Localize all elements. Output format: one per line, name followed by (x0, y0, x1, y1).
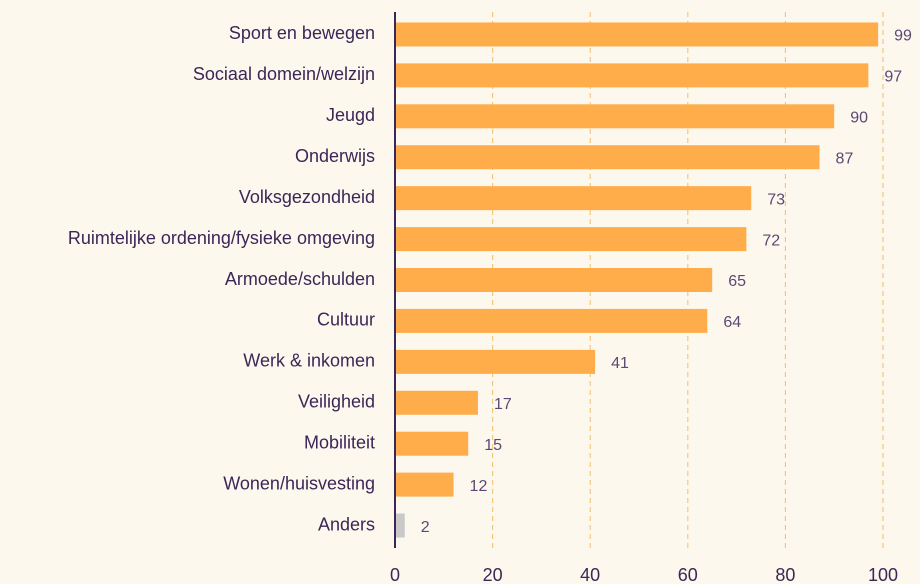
value-label: 99 (894, 28, 912, 45)
bar (395, 390, 478, 415)
y-tick-label: Veiligheid (298, 392, 375, 412)
value-label: 15 (484, 437, 502, 454)
bar (395, 63, 869, 88)
bar (395, 513, 405, 538)
bar (395, 268, 713, 292)
x-tick-label: 80 (775, 565, 795, 584)
bar (395, 186, 752, 211)
y-tick-label: Sport en bewegen (229, 23, 375, 43)
value-label: 64 (723, 314, 741, 331)
bar (395, 431, 469, 456)
value-label: 41 (611, 355, 629, 372)
y-tick-label: Armoede/schulden (225, 269, 375, 289)
x-tick-label: 20 (483, 565, 503, 584)
bar (395, 308, 708, 333)
y-tick-label: Sociaal domein/welzijn (193, 64, 375, 84)
y-tick-label: Anders (318, 514, 375, 534)
value-label: 97 (884, 69, 902, 86)
y-tick-label: Volksgezondheid (239, 187, 375, 207)
x-tick-label: 0 (390, 565, 400, 584)
y-tick-label: Onderwijs (295, 146, 375, 166)
value-label: 72 (762, 232, 780, 249)
bar (395, 227, 747, 252)
bar (395, 104, 835, 129)
value-label: 17 (494, 396, 512, 413)
bar (395, 145, 820, 170)
value-label: 2 (421, 519, 430, 536)
value-label: 90 (850, 110, 868, 127)
y-tick-label: Mobiliteit (304, 432, 375, 452)
y-tick-label: Jeugd (326, 105, 375, 125)
x-tick-label: 100 (868, 565, 898, 584)
value-label: 12 (470, 478, 488, 495)
value-label: 87 (836, 150, 854, 167)
y-tick-label: Wonen/huisvesting (223, 473, 375, 493)
value-label: 65 (728, 273, 746, 290)
bar (395, 349, 596, 374)
bar (395, 472, 454, 497)
x-tick-label: 40 (580, 565, 600, 584)
y-tick-label: Cultuur (317, 310, 375, 330)
y-tick-label: Ruimtelijke ordening/fysieke omgeving (68, 228, 375, 248)
x-tick-label: 60 (678, 565, 698, 584)
value-label: 73 (767, 191, 785, 208)
y-tick-label: Werk & inkomen (243, 351, 375, 371)
bar (395, 22, 879, 47)
